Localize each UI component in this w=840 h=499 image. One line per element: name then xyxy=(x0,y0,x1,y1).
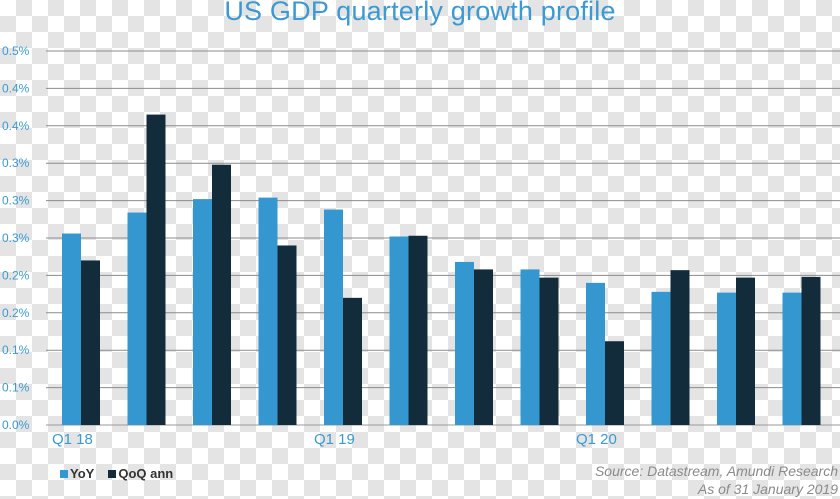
y-tick-label: 0.2% xyxy=(2,306,30,320)
y-tick-label: 0.3% xyxy=(2,231,30,245)
source-note: Source: Datastream, Amundi Research As o… xyxy=(595,462,838,498)
y-tick-label: 0.4% xyxy=(2,119,30,133)
bar-qoq xyxy=(212,164,231,426)
bar-yoy xyxy=(127,212,147,425)
legend-swatch-yoy xyxy=(60,469,68,478)
y-tick-label: 0.5% xyxy=(2,44,30,58)
bar-yoy xyxy=(717,292,736,425)
y-tick-label: 0.1% xyxy=(2,343,30,357)
bar-qoq xyxy=(736,277,755,425)
bar-yoy xyxy=(651,291,671,425)
y-tick-label: 0.1% xyxy=(2,381,30,395)
bar-qoq xyxy=(539,277,559,425)
legend-label-qoq: QoQ ann xyxy=(118,466,174,481)
x-tick-label: Q1 18 xyxy=(52,431,93,448)
bar-qoq xyxy=(277,245,297,425)
chart-title: US GDP quarterly growth profile xyxy=(224,0,616,26)
bar-yoy xyxy=(193,199,212,425)
bar-qoq xyxy=(343,297,362,425)
bar-yoy xyxy=(324,209,343,425)
bar-yoy xyxy=(586,282,605,425)
bar-yoy xyxy=(258,197,278,425)
y-tick-label: 0.0% xyxy=(2,418,30,432)
y-tick-label: 0.3% xyxy=(2,156,30,170)
bar-qoq xyxy=(146,114,166,425)
x-tick-label: Q1 19 xyxy=(314,431,355,448)
y-tick-label: 0.4% xyxy=(2,81,30,95)
bar-qoq xyxy=(605,341,624,425)
bar-yoy xyxy=(389,236,409,425)
bar-yoy xyxy=(520,269,540,425)
source-line: Source: Datastream, Amundi Research xyxy=(594,463,838,479)
bar-qoq xyxy=(670,270,690,425)
y-tick-label: 0.2% xyxy=(2,268,30,282)
bar-yoy xyxy=(62,233,81,425)
legend-item-qoq: QoQ ann xyxy=(108,466,173,481)
bar-qoq xyxy=(801,276,821,425)
bar-qoq xyxy=(474,269,493,425)
legend-label-yoy: YoY xyxy=(70,466,95,481)
x-tick-label: Q1 20 xyxy=(576,431,617,448)
y-tick-label: 0.3% xyxy=(2,194,30,208)
legend: YoY QoQ ann xyxy=(60,466,173,481)
bar-qoq xyxy=(408,235,428,425)
legend-item-yoy: YoY xyxy=(60,466,94,481)
bar-yoy xyxy=(455,261,474,425)
bar-yoy xyxy=(782,292,802,425)
bar-qoq xyxy=(81,260,100,425)
legend-swatch-qoq xyxy=(108,469,117,478)
date-line: As of 31 January 2019 xyxy=(697,481,838,497)
